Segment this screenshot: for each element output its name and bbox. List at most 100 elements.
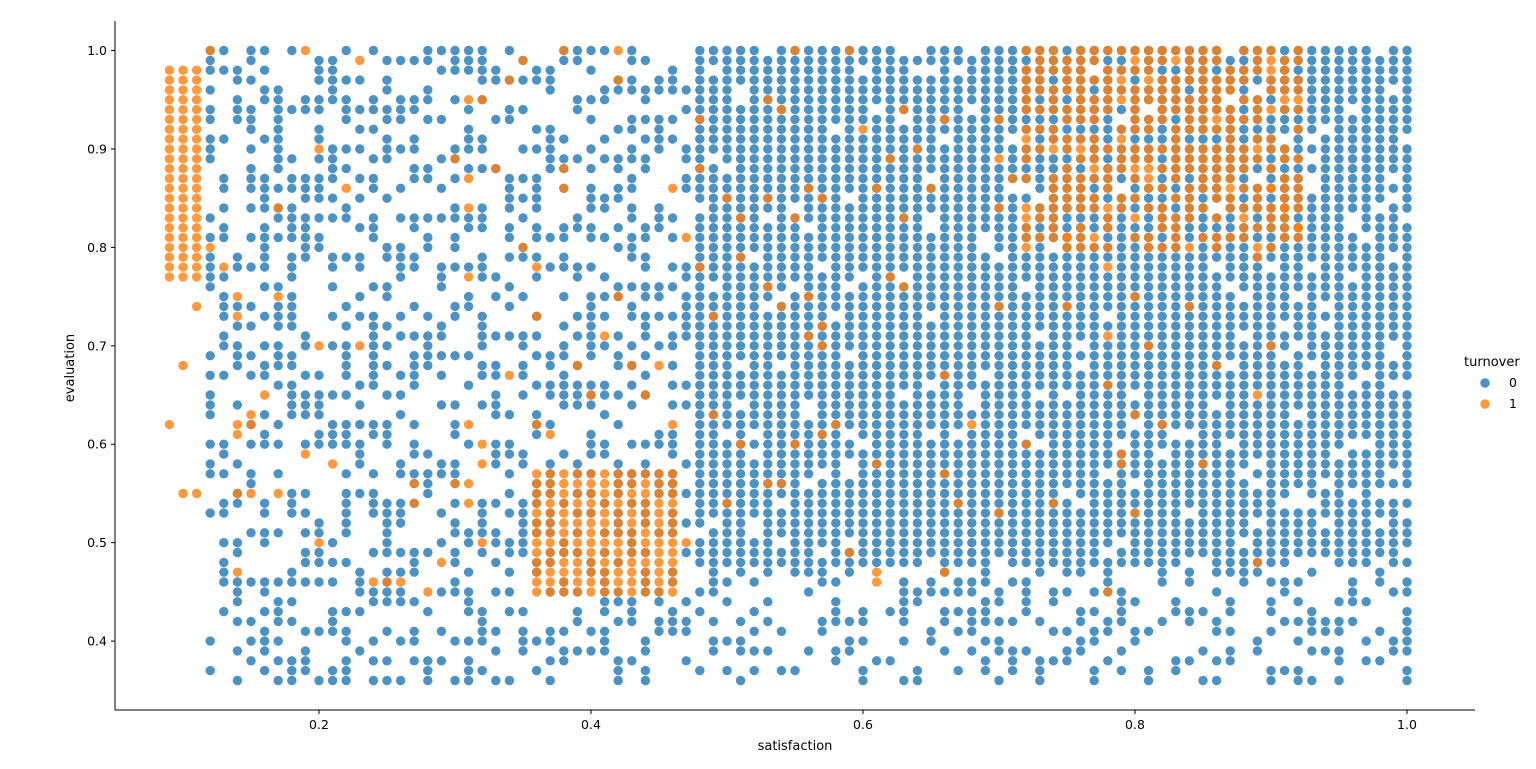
point-turnover-0 (953, 321, 963, 331)
point-turnover-0 (912, 587, 923, 597)
point-turnover-0 (817, 557, 827, 568)
point-turnover-0 (1171, 65, 1181, 75)
point-turnover-0 (341, 104, 351, 115)
point-turnover-0 (463, 124, 474, 134)
point-turnover-0 (436, 331, 447, 341)
point-turnover-0 (1266, 193, 1276, 203)
point-turnover-0 (1198, 675, 1208, 686)
point-turnover-0 (939, 311, 950, 321)
point-turnover-0 (939, 45, 950, 56)
point-turnover-0 (1293, 528, 1303, 538)
point-turnover-0 (1252, 567, 1263, 577)
point-turnover-0 (967, 311, 977, 321)
point-turnover-1 (1130, 154, 1140, 164)
point-turnover-1 (627, 557, 637, 568)
point-turnover-0 (1334, 114, 1344, 125)
point-turnover-0 (858, 173, 868, 184)
point-turnover-0 (1375, 223, 1385, 233)
point-turnover-0 (1347, 85, 1358, 95)
point-turnover-1 (164, 85, 175, 95)
point-turnover-0 (735, 45, 746, 56)
point-turnover-0 (749, 134, 759, 144)
point-turnover-0 (858, 55, 868, 66)
point-turnover-0 (1320, 262, 1331, 272)
point-turnover-0 (749, 665, 759, 676)
point-turnover-0 (708, 163, 719, 174)
point-turnover-1 (1130, 144, 1140, 154)
point-turnover-1 (939, 370, 950, 380)
point-turnover-0 (912, 85, 923, 95)
point-turnover-0 (436, 587, 447, 597)
point-turnover-0 (205, 370, 215, 380)
point-turnover-0 (1293, 351, 1303, 361)
point-turnover-0 (1307, 646, 1317, 656)
point-turnover-0 (382, 656, 392, 666)
point-turnover-0 (1375, 390, 1385, 400)
point-turnover-0 (1103, 114, 1113, 125)
point-turnover-1 (1266, 223, 1276, 233)
point-turnover-1 (613, 577, 623, 587)
point-turnover-0 (1035, 301, 1045, 312)
x-tick-label: 0.4 (581, 717, 601, 732)
point-turnover-0 (450, 587, 460, 597)
point-turnover-1 (667, 183, 678, 193)
point-turnover-0 (219, 223, 229, 233)
point-turnover-0 (1252, 547, 1263, 558)
point-turnover-0 (1116, 587, 1127, 597)
point-turnover-0 (1361, 282, 1371, 292)
point-turnover-0 (219, 498, 229, 508)
point-turnover-0 (1062, 272, 1072, 282)
point-turnover-0 (545, 163, 555, 174)
point-turnover-1 (191, 65, 202, 75)
point-turnover-0 (368, 173, 379, 184)
point-turnover-1 (273, 203, 283, 213)
point-turnover-1 (722, 193, 732, 203)
point-turnover-0 (341, 636, 351, 646)
point-turnover-0 (273, 104, 283, 115)
point-turnover-0 (491, 272, 501, 282)
point-turnover-0 (831, 134, 841, 144)
point-turnover-0 (599, 272, 610, 282)
point-turnover-0 (831, 508, 841, 518)
point-turnover-1 (1252, 223, 1263, 233)
point-turnover-0 (926, 272, 936, 282)
point-turnover-0 (368, 45, 379, 56)
point-turnover-0 (858, 518, 868, 528)
point-turnover-0 (912, 104, 923, 115)
point-turnover-0 (287, 262, 297, 272)
point-turnover-0 (817, 419, 827, 430)
point-turnover-1 (1075, 144, 1086, 154)
point-turnover-1 (1130, 232, 1140, 243)
point-turnover-0 (586, 291, 596, 302)
point-turnover-0 (994, 232, 1004, 243)
point-turnover-0 (1361, 45, 1371, 56)
point-turnover-0 (1021, 469, 1031, 479)
point-turnover-0 (205, 410, 215, 420)
point-turnover-0 (1048, 272, 1059, 282)
point-turnover-0 (1402, 311, 1412, 321)
point-turnover-0 (1062, 124, 1072, 134)
point-turnover-0 (1143, 351, 1154, 361)
point-turnover-0 (1171, 597, 1181, 607)
point-turnover-0 (790, 144, 800, 154)
point-turnover-0 (627, 45, 637, 56)
point-turnover-1 (1279, 183, 1290, 193)
point-turnover-0 (1402, 45, 1412, 56)
point-turnover-1 (463, 419, 474, 430)
point-turnover-0 (899, 370, 909, 380)
point-turnover-0 (423, 488, 433, 499)
point-turnover-0 (871, 95, 882, 105)
point-turnover-1 (1252, 154, 1263, 164)
point-turnover-0 (695, 85, 705, 95)
point-turnover-0 (1225, 213, 1235, 223)
point-turnover-0 (1320, 331, 1331, 341)
point-turnover-0 (831, 410, 841, 420)
point-turnover-0 (273, 114, 283, 125)
point-turnover-0 (708, 95, 719, 105)
point-turnover-0 (395, 587, 406, 597)
point-turnover-1 (191, 163, 202, 174)
point-turnover-0 (599, 232, 610, 243)
point-turnover-0 (259, 636, 270, 646)
point-turnover-0 (899, 518, 909, 528)
point-turnover-0 (232, 75, 243, 85)
